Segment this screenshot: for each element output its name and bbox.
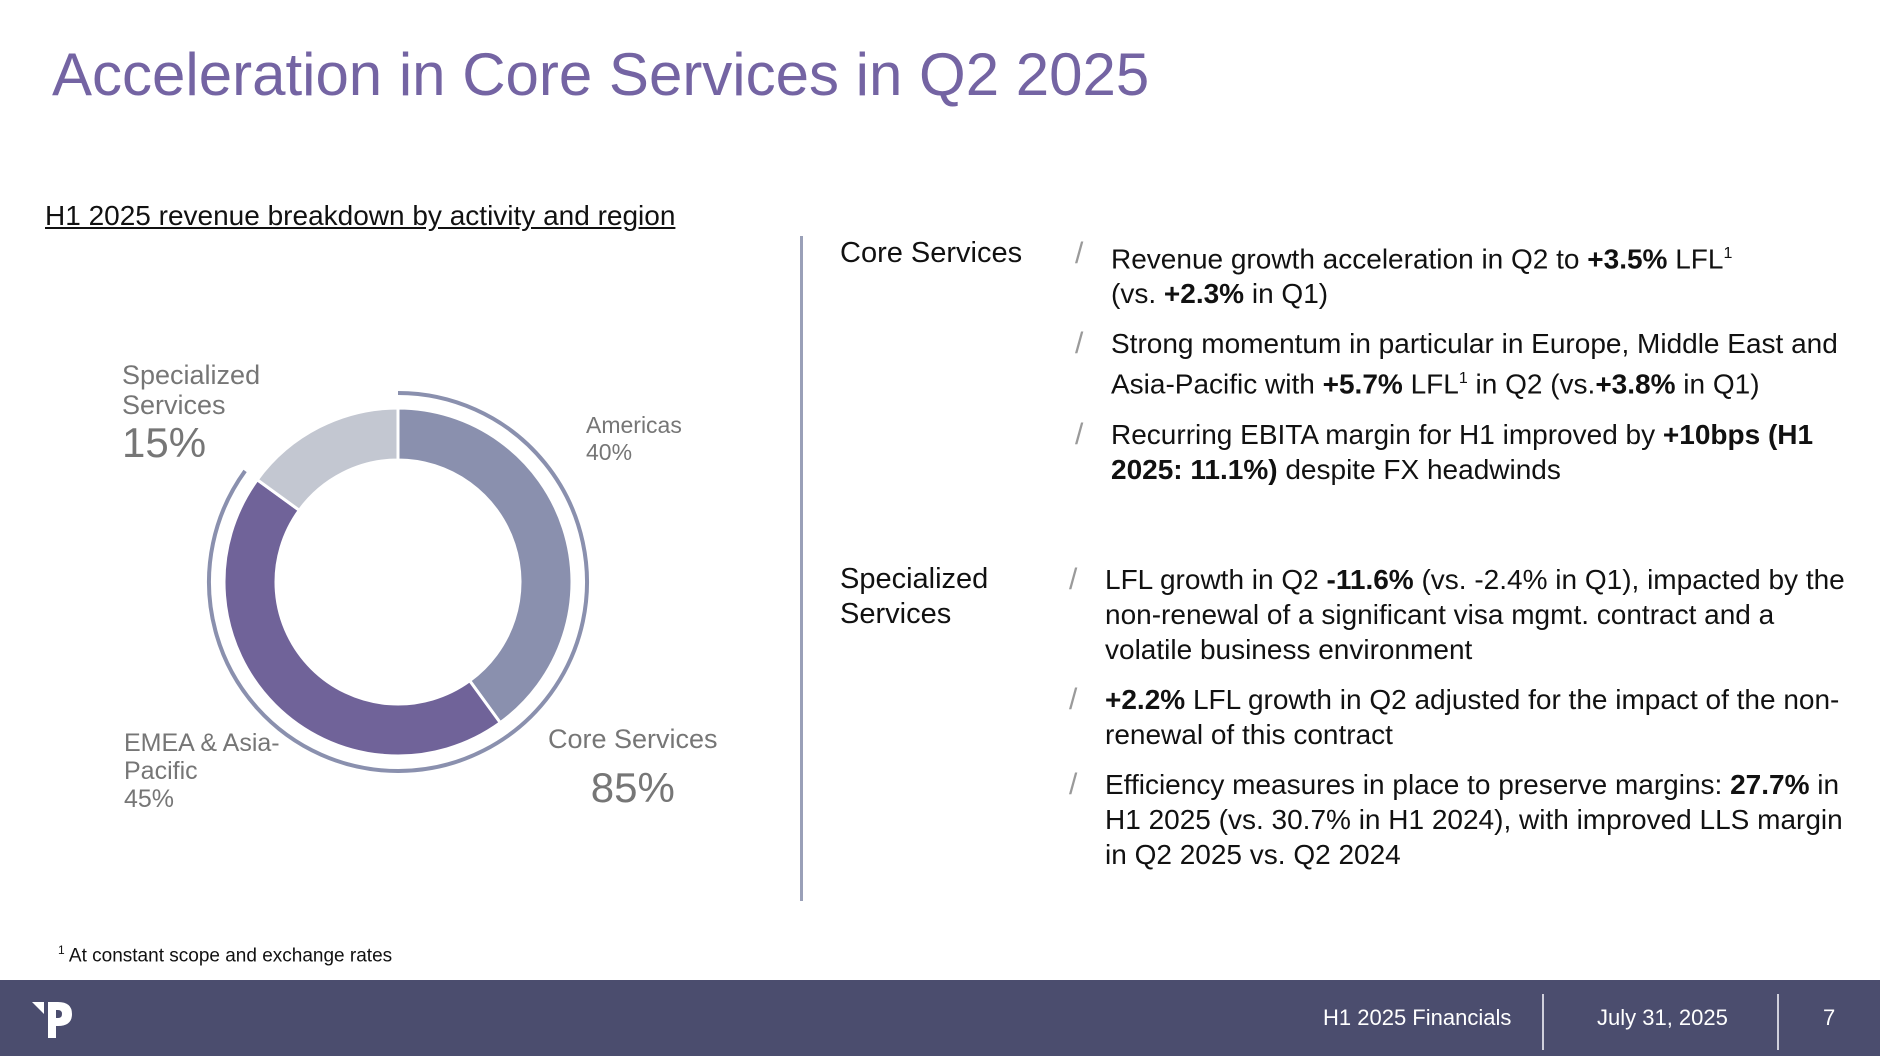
americas-label-value: 40%: [586, 439, 633, 465]
slice-emea-asia-pacific: [222, 477, 503, 758]
slash-icon: /: [1069, 768, 1078, 801]
chart-title: H1 2025 revenue breakdown by activity an…: [45, 200, 676, 231]
emea-label: EMEA & Asia-Pacific 45%: [124, 729, 294, 813]
footnote: 1 At constant scope and exchange rates: [58, 943, 393, 967]
core-services-heading: Core Services: [840, 237, 1023, 269]
page-title: Acceleration in Core Services in Q2 2025: [52, 41, 1150, 108]
footer-date: July 31, 2025: [1597, 1005, 1728, 1030]
core-bullet-1: / Revenue growth acceleration in Q2 to +3…: [1075, 237, 1733, 310]
slash-icon: /: [1069, 683, 1078, 716]
specialized-bullet-3: / Efficiency measures in place to preserv…: [1069, 768, 1843, 870]
americas-label: Americas 40%: [586, 412, 682, 466]
footer-separator: [1542, 994, 1544, 1050]
vertical-divider: [800, 236, 803, 901]
specialized-label-name: Specialized Services: [122, 360, 261, 420]
core-services-bullets: / Revenue growth acceleration in Q2 to +3…: [1075, 236, 1841, 487]
emea-label-name: EMEA & Asia-Pacific: [124, 729, 280, 785]
footer-separator: [1777, 994, 1779, 1050]
company-logo-icon: [32, 1002, 72, 1038]
slice-specialized-services: [255, 406, 400, 513]
core-services-label: Core Services 85%: [548, 726, 718, 809]
core-services-group-arc: [207, 391, 589, 773]
footer-page-number: 7: [1823, 1005, 1836, 1030]
core-bullet-3: / Recurring EBITA margin for H1 improved …: [1075, 417, 1814, 485]
footer-bar: H1 2025 Financials July 31, 2025 7: [0, 980, 1880, 1056]
specialized-bullet-1: / LFL growth in Q2 -11.6% (vs. -2.4% in Q…: [1069, 563, 1845, 665]
slash-icon: /: [1069, 563, 1078, 596]
core-bullet-2: / Strong momentum in particular in Europe…: [1075, 327, 1838, 400]
slash-icon: /: [1075, 327, 1084, 361]
slash-icon: /: [1075, 237, 1084, 270]
emea-label-value: 45%: [124, 785, 175, 813]
specialized-services-bullets: / LFL growth in Q2 -11.6% (vs. -2.4% in Q…: [1069, 562, 1845, 872]
specialized-bullet-2: / +2.2% LFL growth in Q2 adjusted for the…: [1069, 683, 1840, 750]
slash-icon: /: [1075, 417, 1084, 451]
specialized-label: Specialized Services 15%: [122, 360, 272, 464]
specialized-label-value: 15%: [122, 419, 207, 466]
americas-label-name: Americas: [586, 412, 682, 438]
footer-report-name: H1 2025 Financials: [1323, 1005, 1512, 1030]
core-services-label-name: Core Services: [548, 724, 718, 754]
specialized-services-heading: Specialized Services: [840, 563, 989, 630]
slice-americas: [396, 406, 574, 725]
core-services-label-value: 85%: [590, 764, 675, 811]
donut-chart: [207, 391, 589, 773]
